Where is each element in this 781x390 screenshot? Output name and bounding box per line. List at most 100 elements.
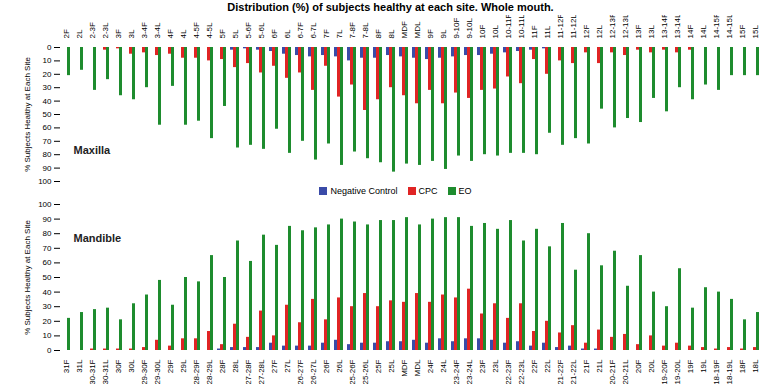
svg-text:21-22L: 21-22L [569, 359, 578, 384]
svg-text:10L: 10L [491, 25, 500, 39]
svg-text:9-10F: 9-10F [452, 17, 461, 38]
svg-text:11L: 11L [543, 25, 552, 38]
svg-text:25-26L: 25-26L [361, 359, 370, 384]
svg-text:9F: 9F [426, 29, 435, 38]
svg-text:30-31F: 30-31F [88, 359, 97, 384]
svg-text:% Subjects Healthy at Each Sit: % Subjects Healthy at Each Site [23, 220, 32, 335]
svg-text:24L: 24L [439, 359, 448, 373]
svg-text:28-29F: 28-29F [192, 359, 201, 384]
svg-text:13-14F: 13-14F [660, 15, 669, 39]
svg-text:25F: 25F [374, 359, 383, 373]
svg-text:40: 40 [43, 97, 52, 106]
svg-text:20: 20 [43, 317, 52, 326]
svg-text:MDL: MDL [413, 21, 422, 38]
svg-text:20-21L: 20-21L [621, 359, 630, 384]
svg-text:13-14L: 13-14L [673, 15, 682, 39]
svg-text:10: 10 [43, 56, 52, 65]
svg-text:MDF: MDF [400, 359, 409, 376]
svg-text:29L: 29L [179, 359, 188, 373]
svg-text:14L: 14L [699, 25, 708, 39]
svg-text:19-20F: 19-20F [660, 359, 669, 384]
svg-text:12L: 12L [595, 25, 604, 39]
svg-text:11-12L: 11-12L [569, 15, 578, 39]
svg-text:11F: 11F [530, 25, 539, 38]
svg-text:40: 40 [43, 288, 52, 297]
svg-text:90: 90 [43, 215, 52, 224]
svg-text:50: 50 [43, 273, 52, 282]
svg-text:11-12F: 11-12F [556, 15, 565, 39]
svg-text:6-7L: 6-7L [309, 22, 318, 39]
svg-text:20F: 20F [634, 359, 643, 373]
svg-text:4L: 4L [179, 29, 188, 38]
svg-text:19L: 19L [699, 359, 708, 373]
svg-text:23-24F: 23-24F [452, 359, 461, 384]
svg-text:26-27F: 26-27F [296, 359, 305, 384]
svg-text:26L: 26L [335, 359, 344, 373]
svg-text:3F: 3F [114, 29, 123, 38]
svg-text:25-26F: 25-26F [348, 359, 357, 384]
svg-text:30: 30 [43, 302, 52, 311]
svg-text:18L: 18L [751, 359, 760, 373]
svg-text:27-28F: 27-28F [244, 359, 253, 384]
svg-text:10-11F: 10-11F [504, 15, 513, 39]
svg-text:Mandible: Mandible [74, 232, 122, 244]
svg-text:7F: 7F [322, 29, 331, 38]
svg-text:8F: 8F [374, 29, 383, 38]
svg-text:30: 30 [43, 83, 52, 92]
svg-text:10-11L: 10-11L [517, 15, 526, 39]
svg-text:18F: 18F [738, 359, 747, 373]
svg-text:6F: 6F [270, 29, 279, 38]
svg-text:13F: 13F [634, 25, 643, 39]
svg-text:31L: 31L [75, 359, 84, 373]
svg-text:100: 100 [38, 200, 52, 209]
svg-text:60: 60 [43, 258, 52, 267]
svg-text:70: 70 [43, 137, 52, 146]
svg-text:22-23F: 22-23F [504, 359, 513, 384]
svg-text:20L: 20L [647, 359, 656, 373]
svg-text:7L: 7L [335, 29, 344, 38]
svg-text:7-8L: 7-8L [361, 22, 370, 39]
svg-text:31F: 31F [62, 359, 71, 373]
svg-text:3-4L: 3-4L [153, 22, 162, 39]
svg-text:27-28L: 27-28L [257, 359, 266, 384]
svg-text:2-3F: 2-3F [88, 22, 97, 39]
svg-text:5-6F: 5-6F [244, 22, 253, 39]
svg-text:5L: 5L [231, 29, 240, 38]
svg-text:23F: 23F [478, 359, 487, 373]
svg-text:24F: 24F [426, 359, 435, 373]
svg-text:23L: 23L [491, 359, 500, 373]
svg-text:50: 50 [43, 110, 52, 119]
svg-text:19F: 19F [686, 359, 695, 373]
svg-text:28F: 28F [218, 359, 227, 373]
svg-text:15F: 15F [738, 25, 747, 39]
svg-text:80: 80 [43, 150, 52, 159]
svg-text:20-21F: 20-21F [608, 359, 617, 384]
svg-text:2F: 2F [62, 29, 71, 38]
svg-text:29-30F: 29-30F [140, 359, 149, 384]
svg-text:19-20L: 19-20L [673, 359, 682, 384]
svg-text:100: 100 [38, 177, 52, 185]
svg-text:12-13L: 12-13L [621, 15, 630, 39]
svg-text:9-10L: 9-10L [465, 17, 474, 38]
svg-text:12F: 12F [582, 25, 591, 39]
svg-text:70: 70 [43, 244, 52, 253]
svg-text:30F: 30F [114, 359, 123, 373]
svg-text:2-3L: 2-3L [101, 22, 110, 39]
svg-text:26F: 26F [322, 359, 331, 373]
svg-text:27F: 27F [270, 359, 279, 373]
svg-text:18-19L: 18-19L [725, 359, 734, 384]
svg-text:15L: 15L [751, 25, 760, 39]
svg-text:% Subjects Healthy at Each Sit: % Subjects Healthy at Each Site [23, 57, 32, 172]
svg-text:13L: 13L [647, 25, 656, 39]
svg-text:25L: 25L [387, 359, 396, 373]
svg-text:20: 20 [43, 70, 52, 79]
svg-text:14F: 14F [686, 25, 695, 39]
svg-text:29F: 29F [166, 359, 175, 373]
svg-text:29-30L: 29-30L [153, 359, 162, 384]
svg-text:0: 0 [47, 346, 52, 355]
svg-text:2L: 2L [75, 29, 84, 38]
svg-text:7-8F: 7-8F [348, 22, 357, 39]
svg-text:4-5F: 4-5F [192, 22, 201, 39]
svg-text:90: 90 [43, 164, 52, 173]
svg-text:27L: 27L [283, 359, 292, 373]
